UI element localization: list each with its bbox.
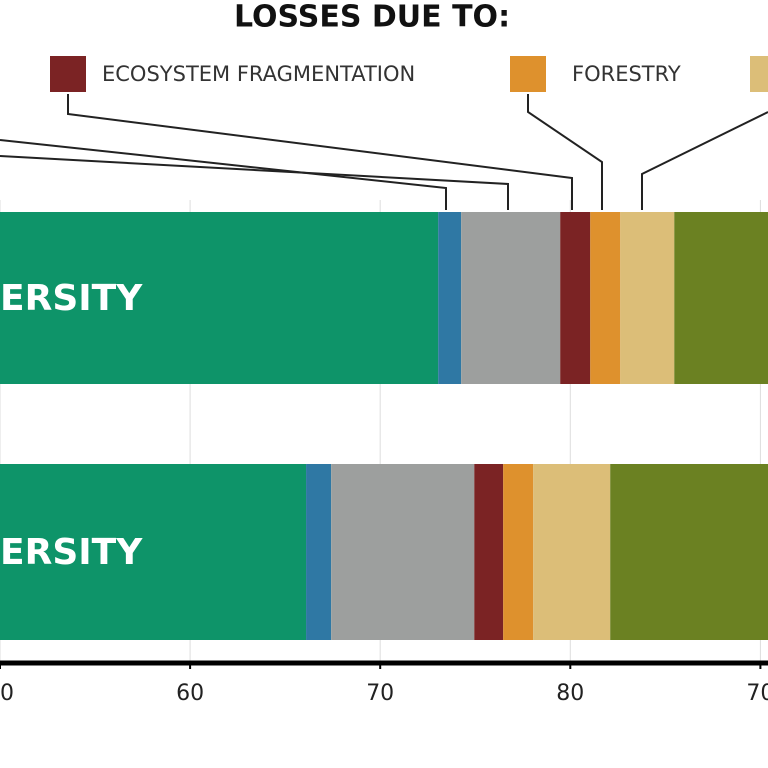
bar-segment [590, 212, 621, 384]
bar-segment [533, 464, 611, 640]
legend-swatch [510, 56, 546, 92]
legend-label: FORESTRY [572, 62, 681, 86]
x-tick-label: 70 [746, 681, 768, 706]
x-tick-label: 80 [556, 681, 584, 706]
bar-segment [503, 464, 534, 640]
bar-segment [0, 464, 307, 640]
leader-line [0, 155, 509, 210]
bar-segment [560, 212, 591, 384]
leader-lines [0, 94, 768, 210]
bar-segment [461, 212, 561, 384]
bar-segment [620, 212, 675, 384]
x-tick-label: 60 [176, 681, 204, 706]
bar-segment [331, 464, 475, 640]
bar-label: ERSITY [0, 532, 143, 573]
leader-line [527, 94, 603, 210]
bar-segment [438, 212, 462, 384]
bar-segment [674, 212, 768, 384]
chart-title: LOSSES DUE TO: [234, 0, 510, 35]
x-tick-label: 50 [0, 681, 14, 706]
bar-segment [610, 464, 768, 640]
legend-label: ECOSYSTEM FRAGMENTATION [102, 62, 415, 86]
leader-line [67, 94, 573, 210]
x-tick-label: 70 [366, 681, 394, 706]
bar-segment [474, 464, 504, 640]
legend-swatch [750, 56, 768, 92]
bar-segment [0, 212, 439, 384]
bar-label: ERSITY [0, 278, 143, 319]
bar-segment [306, 464, 332, 640]
leader-line [0, 139, 447, 210]
leader-line [641, 111, 768, 210]
legend-swatch [50, 56, 86, 92]
